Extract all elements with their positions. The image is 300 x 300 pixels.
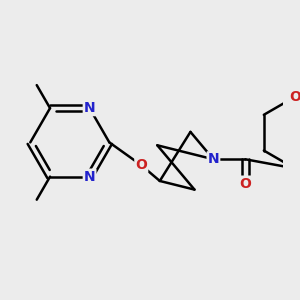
Text: O: O: [289, 90, 300, 104]
Text: N: N: [84, 101, 95, 115]
Text: N: N: [208, 152, 219, 166]
Text: O: O: [135, 158, 147, 172]
Text: O: O: [239, 177, 251, 190]
Text: N: N: [84, 169, 95, 184]
